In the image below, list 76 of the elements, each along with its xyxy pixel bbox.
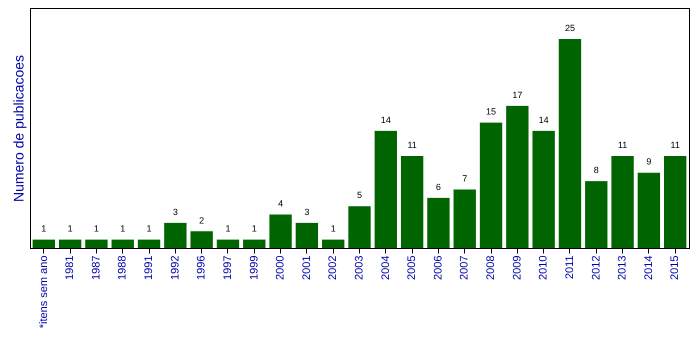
x-tick-label: 2012 (590, 256, 602, 280)
bar (58, 240, 82, 248)
data-label: 1 (252, 224, 257, 234)
bar (611, 156, 634, 248)
y-axis-title: Numero de publicacoes (10, 54, 26, 202)
x-tick-label: 1997 (222, 256, 234, 280)
data-label: 14 (380, 114, 391, 125)
data-label: 3 (172, 206, 178, 217)
x-tick-label: 2004 (380, 256, 392, 280)
data-label: 9 (646, 156, 652, 167)
bar (664, 156, 686, 248)
bar (243, 240, 266, 248)
data-label: 1 (41, 224, 46, 234)
bar (216, 240, 240, 248)
data-label: 17 (512, 90, 522, 100)
x-tick-label: 2001 (300, 256, 313, 280)
bar (427, 198, 450, 248)
bar (348, 206, 371, 248)
x-tick-label: 2011 (564, 256, 576, 280)
bar (374, 130, 397, 248)
data-label: 11 (407, 140, 417, 150)
data-label: 1 (94, 224, 99, 234)
x-tick-label: 1999 (248, 256, 260, 280)
bar (585, 181, 608, 248)
bar (32, 240, 55, 248)
data-label: 11 (670, 140, 680, 150)
bar (506, 106, 529, 248)
bar (532, 130, 555, 248)
data-label: 1 (330, 224, 336, 234)
x-tick-label: 2010 (538, 256, 550, 280)
data-label: 7 (462, 173, 468, 184)
x-tick-label: 2013 (616, 256, 629, 280)
bar (85, 240, 108, 248)
bar (112, 240, 134, 248)
x-tick-label: 2003 (354, 256, 366, 280)
data-label: 1 (146, 224, 152, 234)
data-label: 2 (199, 215, 204, 226)
data-label: 11 (618, 140, 628, 150)
x-tick-label: 2006 (432, 256, 444, 280)
data-label: 14 (538, 114, 549, 125)
x-tick-label: 2005 (406, 256, 418, 280)
x-tick-label: 2014 (642, 256, 655, 280)
x-tick-label: 1987 (90, 256, 102, 280)
bar (296, 222, 318, 248)
bar (400, 156, 424, 248)
x-tick-label: 2002 (327, 256, 340, 280)
data-label: 1 (120, 224, 126, 234)
bar (322, 240, 344, 248)
bar (138, 240, 160, 248)
data-label: 15 (486, 106, 496, 117)
x-tick-label: *itens sem ano (38, 256, 50, 328)
x-tick-label: 1981 (64, 256, 76, 280)
x-tick-label: 1996 (196, 256, 208, 280)
data-label: 8 (594, 165, 599, 176)
data-label: 3 (304, 206, 310, 217)
bar (269, 214, 292, 248)
bar (638, 172, 660, 248)
bar (454, 189, 476, 248)
data-label: 5 (356, 190, 362, 200)
x-tick-label: 2008 (485, 256, 498, 280)
x-tick-label: 1991 (143, 256, 156, 280)
x-tick-label: 1992 (169, 256, 182, 280)
bar (164, 222, 187, 248)
x-tick-label: 2007 (458, 256, 471, 280)
data-label: 6 (436, 182, 441, 192)
bar (480, 122, 502, 248)
data-label: 25 (564, 22, 575, 33)
data-label: 1 (225, 224, 230, 234)
x-tick-label: 1988 (116, 256, 129, 280)
x-tick-label: 2000 (274, 256, 287, 280)
bar (190, 231, 213, 248)
x-tick-label: 2015 (669, 256, 682, 280)
data-label: 4 (278, 198, 284, 209)
x-tick-label: 2009 (511, 256, 524, 280)
data-label: 1 (68, 224, 73, 234)
bar (558, 38, 582, 248)
